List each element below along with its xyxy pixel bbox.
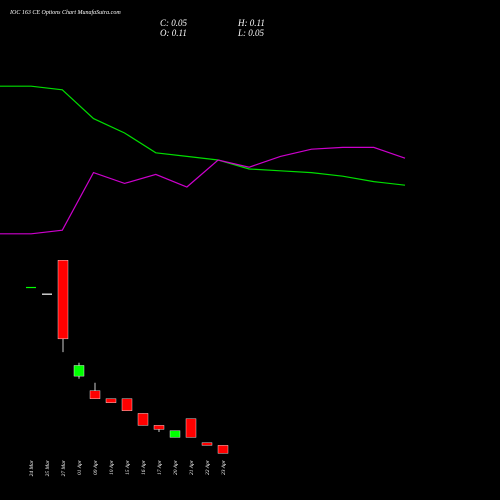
x-tick-label: 27 Mar xyxy=(61,459,67,476)
x-tick-label: 01 Apr xyxy=(77,459,83,475)
chart-title: IOC 163 CE Options Chart MunafaSutra.com xyxy=(9,9,121,16)
candle-body xyxy=(217,445,229,454)
candle-body xyxy=(201,442,213,446)
candle-body xyxy=(89,390,101,399)
x-tick-label: 16 Apr xyxy=(141,459,147,475)
candle-body xyxy=(169,430,181,438)
x-tick-label: 20 Apr xyxy=(173,459,179,475)
candle-body xyxy=(121,398,133,411)
candle-body xyxy=(137,413,149,426)
high-label: H: 0.11 xyxy=(237,18,265,28)
x-tick-label: 17 Apr xyxy=(157,459,163,475)
close-label: C: 0.05 xyxy=(160,18,188,28)
indicator-line xyxy=(0,146,406,235)
x-tick-label: 25 Mar xyxy=(45,459,51,476)
indicator-line xyxy=(0,85,406,186)
candle-body xyxy=(57,260,69,340)
x-tick-label: 10 Apr xyxy=(109,459,115,475)
candle-body xyxy=(105,398,117,403)
x-tick-label: 21 Apr xyxy=(189,459,195,475)
x-tick-label: 09 Apr xyxy=(93,459,99,475)
low-label: L: 0.05 xyxy=(237,28,265,38)
x-tick-label: 24 Mar xyxy=(28,459,35,476)
candle-body xyxy=(153,425,165,430)
candle-body xyxy=(42,293,52,295)
x-tick-label: 22 Apr xyxy=(205,459,211,475)
candle-body xyxy=(185,418,197,438)
x-tick-label: 23 Apr xyxy=(221,459,227,475)
open-label: O: 0.11 xyxy=(160,28,187,38)
x-tick-label: 15 Apr xyxy=(125,459,131,475)
candle-body xyxy=(26,286,36,289)
candle-body xyxy=(73,365,85,377)
